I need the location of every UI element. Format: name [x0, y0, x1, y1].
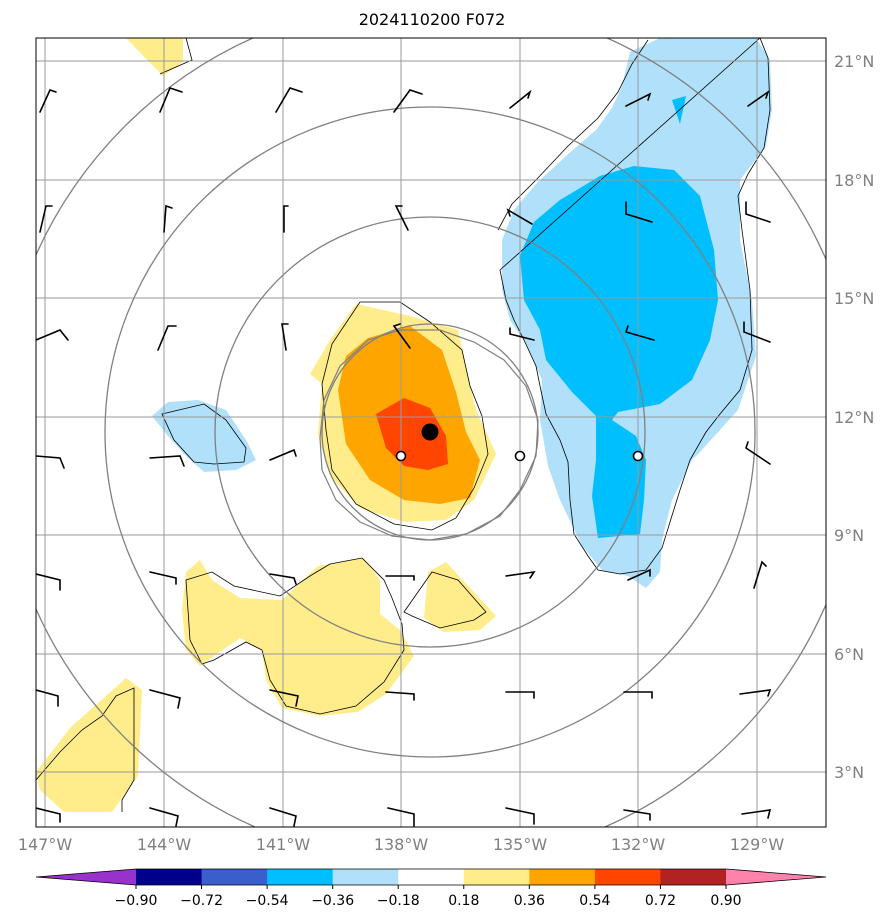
lon-label: 147°W — [18, 835, 73, 854]
colorbar-label: 0.72 — [645, 893, 676, 909]
colorbar-segment — [332, 869, 399, 885]
map-area — [36, 38, 826, 827]
lon-label: 129°W — [730, 835, 785, 854]
colorbar-segment — [136, 869, 203, 885]
map-frame — [35, 37, 827, 828]
colorbar-label: 0.90 — [710, 893, 741, 909]
shading-negative — [152, 38, 772, 588]
yellow-region-top — [126, 38, 183, 76]
storm-center-marker — [421, 423, 439, 441]
colorbar-label: 0.54 — [579, 893, 610, 909]
colorbar-label: −0.36 — [311, 893, 354, 909]
colorbar-arrow-high — [726, 869, 826, 885]
lat-label: 21°N — [834, 52, 874, 71]
colorbar-segment — [201, 869, 268, 885]
contour-lines — [36, 38, 771, 812]
yellow-region-bottom-left — [36, 678, 142, 812]
colorbar-segment — [398, 869, 465, 885]
shading-positive — [36, 38, 496, 812]
colorbar-label: −0.72 — [180, 893, 223, 909]
map-title: 2024110200 F072 — [358, 10, 506, 29]
lat-label: 9°N — [834, 526, 864, 545]
point-marker-center — [514, 450, 526, 462]
red-region-center — [376, 398, 448, 470]
lon-label: 141°W — [256, 835, 311, 854]
lat-label: 3°N — [834, 763, 864, 782]
yellow-region-south — [424, 562, 496, 632]
colorbar-label: −0.90 — [115, 893, 158, 909]
lon-label: 144°W — [137, 835, 192, 854]
colorbar-segment — [660, 869, 727, 885]
latitude-labels: 21°N 18°N 15°N 12°N 9°N 6°N 3°N — [834, 52, 874, 782]
deep-blue-region-east — [520, 166, 718, 538]
colorbar-label: 0.18 — [448, 893, 479, 909]
colorbar-arrow-low — [36, 869, 136, 885]
colorbar-segment — [463, 869, 530, 885]
wind-barbs — [36, 87, 772, 827]
point-marker-east — [632, 450, 644, 462]
colorbar: −0.90 −0.72 −0.54 −0.36 −0.18 0.18 0.36 0.54 0.7… — [35, 868, 827, 909]
light-blue-region-west — [152, 400, 256, 472]
colorbar-label: −0.18 — [377, 893, 420, 909]
markers — [395, 423, 644, 462]
lon-label: 132°W — [611, 835, 666, 854]
inner-ring-polygon — [319, 329, 539, 541]
colorbar-label: 0.36 — [514, 893, 545, 909]
colorbar-segment — [594, 869, 661, 885]
lat-label: 18°N — [834, 171, 874, 190]
yellow-region-south-west — [182, 558, 414, 716]
point-marker-west — [395, 450, 407, 462]
colorbar-segment — [267, 869, 334, 885]
lat-label: 12°N — [834, 408, 874, 427]
lon-label: 135°W — [493, 835, 548, 854]
colorbar-segment — [529, 869, 596, 885]
lon-label: 138°W — [374, 835, 429, 854]
longitude-labels: 147°W 144°W 141°W 138°W 135°W 132°W 129°… — [18, 835, 785, 854]
colorbar-label: −0.54 — [246, 893, 289, 909]
lat-label: 15°N — [834, 289, 874, 308]
graticule — [36, 38, 826, 827]
lat-label: 6°N — [834, 645, 864, 664]
